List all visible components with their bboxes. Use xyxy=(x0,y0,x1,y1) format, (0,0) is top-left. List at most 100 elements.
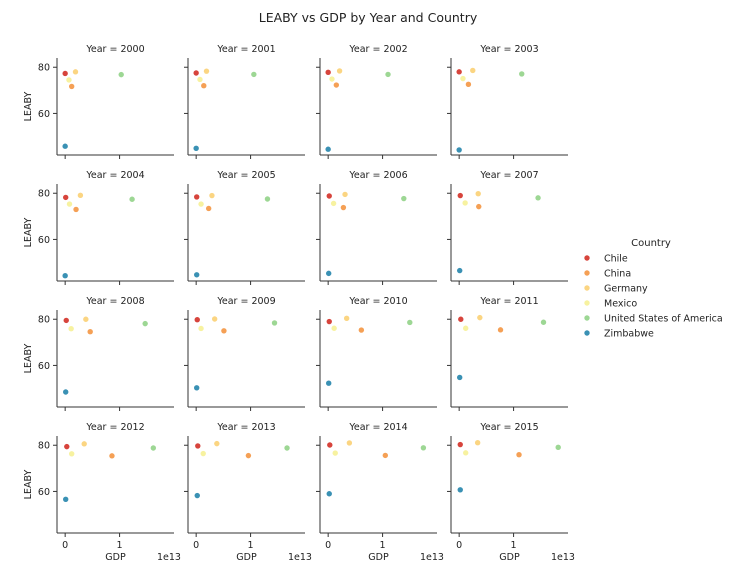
legend-label: Chile xyxy=(604,254,628,265)
scatter-point xyxy=(343,315,350,322)
x-axis-label: GDP xyxy=(105,552,126,563)
facet-grid: Year = 2000 60 80 LEABY Year = 2001 Year = 20… xyxy=(23,44,575,563)
scatter-point xyxy=(456,147,462,153)
x-tick-label: 0 xyxy=(456,540,462,551)
scatter-point xyxy=(194,194,200,200)
y-axis-label: LEABY xyxy=(23,92,34,122)
scatter-point xyxy=(462,450,469,456)
x-tick-label: 1 xyxy=(380,540,386,551)
scatter-point xyxy=(358,327,365,333)
scatter-point xyxy=(457,192,463,199)
legend-marker xyxy=(584,315,590,321)
x-tick-label: 0 xyxy=(325,540,331,551)
scatter-point xyxy=(81,441,87,447)
scatter-point xyxy=(200,450,206,457)
scatter-point xyxy=(336,68,343,74)
scatter-point xyxy=(63,389,69,395)
scatter-point xyxy=(382,452,389,459)
scatter-point xyxy=(420,445,427,451)
scatter-point xyxy=(83,316,89,322)
scatter-point xyxy=(66,201,73,207)
legend: Country Chile China Germany Mexico United St… xyxy=(584,238,723,340)
scatter-point xyxy=(68,83,75,90)
scatter-point xyxy=(87,329,93,335)
scatter-point xyxy=(325,146,331,152)
scatter-point xyxy=(62,272,68,279)
scatter-point xyxy=(109,453,115,459)
scatter-point xyxy=(326,380,332,386)
facet-title: Year = 2006 xyxy=(348,170,407,181)
scatter-point xyxy=(326,318,332,325)
chart-title: LEABY vs GDP by Year and Country xyxy=(259,10,478,25)
facet-title: Year = 2005 xyxy=(216,170,275,181)
scatter-point xyxy=(333,82,340,88)
scatter-point xyxy=(340,204,347,211)
scatter-point xyxy=(211,316,218,322)
y-tick-label: 60 xyxy=(38,235,50,246)
scatter-point xyxy=(555,444,561,451)
scatter-point xyxy=(271,320,278,326)
facet-title: Year = 2008 xyxy=(85,296,144,307)
legend-marker xyxy=(584,300,590,306)
scatter-point xyxy=(465,81,472,88)
scatter-point xyxy=(205,205,212,212)
scatter-point xyxy=(62,70,68,77)
x-offset-label: 1e13 xyxy=(420,552,444,563)
scatter-point xyxy=(68,451,75,457)
scatter-point xyxy=(63,496,69,502)
legend-marker xyxy=(584,330,590,336)
x-axis-label: GDP xyxy=(368,552,389,563)
scatter-point xyxy=(194,492,200,499)
facet-panel: Year = 2012 60 80 0 1 LEABY GDP 1e13 xyxy=(23,422,181,563)
facet-panel: Year = 2001 xyxy=(184,44,305,159)
scatter-point xyxy=(457,267,463,274)
scatter-point xyxy=(203,68,210,74)
x-tick-label: 1 xyxy=(117,540,123,551)
scatter-point xyxy=(142,320,148,327)
scatter-point xyxy=(458,316,464,322)
x-tick-label: 0 xyxy=(193,540,199,551)
facet-panel: Year = 2004 60 80 LEABY xyxy=(23,170,174,285)
y-axis-label: LEABY xyxy=(23,344,34,374)
scatter-point xyxy=(201,83,207,89)
facet-title: Year = 2001 xyxy=(216,44,275,55)
scatter-point xyxy=(326,270,332,277)
scatter-point xyxy=(198,201,204,207)
scatter-point xyxy=(330,200,337,207)
x-offset-label: 1e13 xyxy=(288,552,312,563)
scatter-point xyxy=(73,206,79,213)
facet-panel: Year = 2000 60 80 LEABY xyxy=(23,44,174,159)
scatter-point xyxy=(214,440,220,447)
scatter-point xyxy=(401,195,407,202)
x-offset-label: 1e13 xyxy=(551,552,575,563)
scatter-point xyxy=(326,491,332,497)
scatter-point xyxy=(497,327,504,333)
scatter-point xyxy=(68,326,74,332)
legend-title: Country xyxy=(631,238,671,249)
scatter-point xyxy=(194,317,200,323)
x-offset-label: 1e13 xyxy=(157,552,181,563)
facet-panel: Year = 2006 xyxy=(316,170,437,285)
scatter-point xyxy=(516,452,522,458)
legend-label: United States of America xyxy=(604,314,723,325)
scatter-point xyxy=(326,193,332,199)
facet-title: Year = 2011 xyxy=(479,296,538,307)
y-tick-label: 80 xyxy=(38,189,50,200)
legend-marker xyxy=(584,255,590,261)
scatter-point xyxy=(195,443,201,449)
y-axis-label: LEABY xyxy=(23,470,34,500)
x-tick-label: 0 xyxy=(62,540,68,551)
facet-panel: Year = 2008 60 80 LEABY xyxy=(23,296,174,411)
scatter-point xyxy=(475,191,481,197)
scatter-point xyxy=(245,452,252,459)
scatter-point xyxy=(385,71,391,78)
x-tick-label: 1 xyxy=(511,540,517,551)
facet-title: Year = 2015 xyxy=(479,422,538,433)
scatter-point xyxy=(456,69,462,75)
scatter-point xyxy=(193,145,199,152)
scatter-point xyxy=(457,374,463,381)
scatter-point xyxy=(63,317,69,324)
